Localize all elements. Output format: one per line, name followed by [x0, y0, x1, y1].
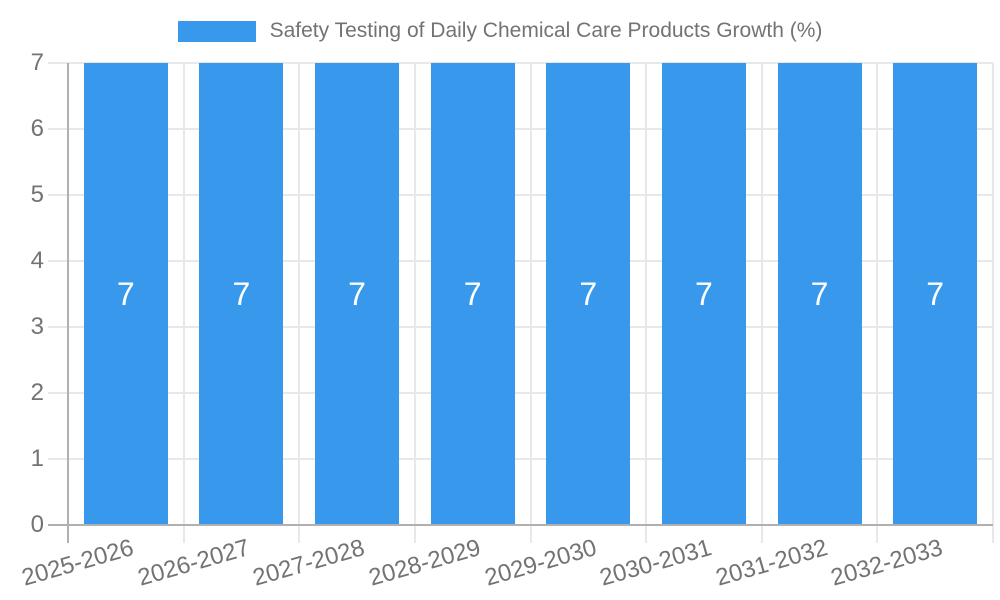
x-axis-label: 2027-2028 [250, 534, 368, 592]
h-gridline [48, 194, 993, 196]
bar-value-label: 7 [116, 276, 135, 312]
v-gridline [760, 63, 763, 543]
bar[interactable]: 7 [777, 63, 862, 525]
bar-value-label: 7 [810, 276, 829, 312]
v-gridline [529, 63, 532, 543]
x-axis-label: 2030-2031 [597, 534, 715, 592]
h-gridline [48, 128, 993, 130]
h-gridline [48, 458, 993, 460]
v-gridline [413, 63, 416, 543]
y-axis-label: 4 [30, 247, 44, 274]
x-axis-label: 2032-2033 [828, 534, 947, 592]
y-axis-label: 7 [30, 49, 44, 76]
bar-value-label: 7 [695, 276, 713, 312]
bar[interactable]: 7 [893, 63, 978, 525]
y-axis-label: 1 [30, 445, 44, 472]
x-axis-line [48, 524, 993, 526]
legend-swatch [177, 20, 256, 42]
x-axis-label: 2029-2030 [481, 534, 600, 592]
y-axis-label: 0 [30, 511, 44, 538]
bar-value-label: 7 [463, 276, 482, 312]
chart-title: Safety Testing of Daily Chemical Care Pr… [269, 19, 823, 42]
bar[interactable]: 7 [546, 63, 631, 525]
bar[interactable]: 7 [661, 63, 746, 525]
h-gridline [48, 62, 993, 64]
y-axis-label: 5 [30, 181, 44, 208]
y-axis-line [67, 63, 69, 543]
bar[interactable]: 7 [83, 63, 168, 525]
bar-value-label: 7 [579, 276, 598, 312]
x-axis-label: 2026-2027 [134, 534, 253, 592]
x-axis-label: 2031-2032 [712, 534, 831, 592]
h-gridline [48, 392, 993, 394]
bar[interactable]: 7 [199, 63, 284, 525]
y-axis-label: 6 [30, 115, 44, 142]
h-gridline [48, 326, 993, 328]
v-gridline [992, 63, 994, 543]
x-axis-label: 2028-2029 [365, 534, 484, 592]
bar[interactable]: 7 [315, 63, 400, 525]
bar-value-label: 7 [348, 276, 366, 312]
y-axis-label: 2 [30, 379, 44, 406]
v-gridline [182, 63, 185, 543]
x-axis-label: 2025-2026 [18, 534, 137, 592]
v-gridline [876, 63, 879, 543]
v-gridline [298, 63, 301, 543]
h-gridline [48, 260, 993, 262]
bar-value-label: 7 [232, 276, 251, 312]
bar-value-label: 7 [926, 276, 945, 312]
y-axis-label: 3 [30, 313, 44, 340]
v-gridline [645, 63, 648, 543]
bar[interactable]: 7 [430, 63, 515, 525]
legend[interactable]: Safety Testing of Daily Chemical Care Pr… [0, 17, 1000, 45]
